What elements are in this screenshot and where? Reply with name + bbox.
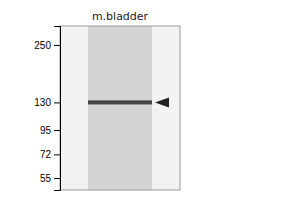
- chart-svg: 250 130 95 72 55 m.bladder: [0, 0, 300, 200]
- y-tick-label: 250: [34, 40, 51, 51]
- y-axis: 250 130 95 72 55: [34, 27, 60, 191]
- y-tick: 130: [34, 97, 60, 108]
- y-tick: 250: [34, 40, 60, 51]
- lane-label: m.bladder: [92, 10, 149, 23]
- y-tick-label: 130: [34, 97, 51, 108]
- y-tick-label: 72: [40, 149, 52, 160]
- y-tick: 72: [40, 149, 60, 160]
- y-tick: 55: [40, 173, 60, 184]
- marks: [88, 26, 169, 190]
- plot-frame: [60, 26, 180, 190]
- y-axis-line: [54, 27, 61, 191]
- panel-background: [60, 26, 180, 190]
- y-tick-mark: [54, 154, 60, 155]
- lane: [88, 26, 152, 190]
- y-tick-mark: [54, 45, 60, 46]
- y-tick-label: 55: [40, 173, 52, 184]
- y-tick-mark: [54, 102, 60, 103]
- y-tick: 95: [40, 125, 60, 136]
- plot-root: 250 130 95 72 55 m.bladder: [34, 10, 180, 191]
- y-tick-mark: [54, 178, 60, 179]
- y-tick-label: 95: [40, 125, 52, 136]
- y-tick-mark: [54, 130, 60, 131]
- band: [88, 100, 152, 104]
- band-arrow: [155, 97, 169, 107]
- chart-container: 250 130 95 72 55 m.bladder: [0, 0, 300, 200]
